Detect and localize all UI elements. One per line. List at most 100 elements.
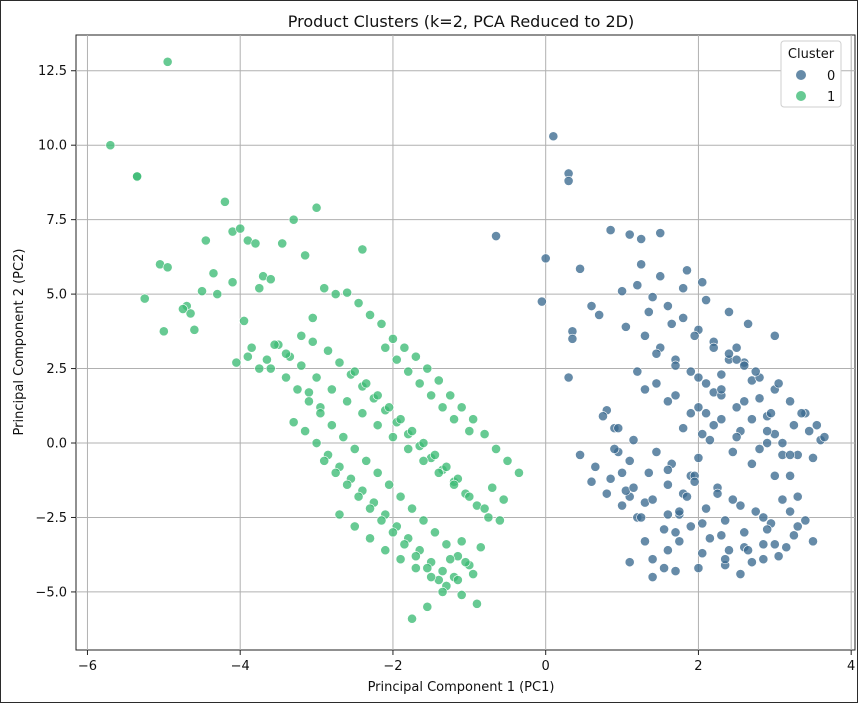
point-cluster-0 [594, 310, 605, 320]
point-cluster-0 [704, 533, 715, 544]
y-tick-label: 12.5 [38, 64, 67, 79]
legend-label-1: 1 [827, 90, 835, 105]
point-cluster-1 [430, 450, 440, 460]
y-tick-label: 0.0 [46, 437, 67, 452]
point-cluster-1 [441, 539, 452, 550]
point-cluster-0 [575, 263, 585, 274]
point-cluster-1 [437, 587, 448, 597]
point-cluster-1 [403, 366, 414, 377]
point-cluster-1 [441, 461, 452, 472]
point-cluster-1 [323, 345, 333, 356]
point-cluster-0 [724, 307, 734, 317]
point-cluster-0 [682, 491, 692, 502]
point-cluster-0 [670, 390, 681, 401]
point-cluster-1 [399, 342, 410, 353]
point-cluster-0 [701, 295, 711, 305]
point-cluster-0 [632, 280, 643, 291]
legend-marker-0 [796, 70, 806, 80]
point-cluster-1 [307, 336, 318, 347]
point-cluster-1 [349, 521, 360, 532]
point-cluster-1 [162, 56, 173, 67]
point-cluster-0 [628, 435, 639, 445]
point-cluster-1 [483, 512, 494, 523]
point-cluster-0 [540, 253, 551, 264]
point-cluster-0 [636, 234, 647, 244]
point-cluster-0 [678, 283, 689, 294]
point-cluster-0 [731, 354, 742, 365]
point-cluster-0 [651, 378, 662, 389]
point-cluster-1 [380, 545, 391, 556]
point-cluster-1 [330, 467, 341, 478]
point-cluster-1 [437, 402, 448, 413]
point-cluster-0 [800, 515, 811, 526]
point-cluster-0 [601, 488, 612, 499]
point-cluster-1 [296, 330, 307, 341]
point-cluster-0 [613, 423, 624, 434]
point-cluster-1 [365, 503, 375, 514]
point-cluster-0 [620, 321, 631, 332]
point-cluster-1 [391, 354, 402, 365]
chart-title: Product Clusters (k=2, PCA Reduced to 2D… [288, 12, 634, 31]
point-cluster-0 [693, 563, 704, 573]
point-cluster-0 [693, 453, 704, 463]
point-cluster-1 [338, 432, 349, 442]
point-cluster-0 [662, 301, 673, 311]
point-cluster-0 [708, 420, 719, 431]
legend-marker-1 [796, 91, 806, 101]
point-cluster-0 [746, 557, 757, 568]
point-cluster-0 [750, 366, 761, 377]
point-cluster-0 [617, 500, 627, 511]
point-cluster-0 [693, 372, 704, 383]
point-cluster-0 [647, 292, 658, 302]
point-cluster-0 [792, 491, 803, 502]
x-tick-label: −4 [231, 659, 250, 674]
point-cluster-0 [666, 318, 677, 329]
point-cluster-1 [292, 384, 303, 395]
y-tick-label: 10.0 [38, 139, 67, 154]
point-cluster-1 [372, 420, 383, 431]
point-cluster-0 [643, 467, 654, 478]
legend-box [780, 40, 842, 108]
y-tick-label: 5.0 [46, 288, 67, 303]
point-cluster-0 [662, 464, 673, 475]
point-cluster-1 [456, 402, 467, 413]
point-cluster-1 [300, 250, 311, 261]
point-cluster-1 [212, 289, 223, 300]
point-cluster-1 [254, 363, 265, 374]
point-cluster-1 [349, 366, 360, 377]
point-cluster-0 [766, 408, 776, 419]
point-cluster-0 [781, 542, 792, 553]
x-axis-label: Principal Component 1 (PC1) [368, 680, 555, 695]
point-cluster-0 [624, 229, 635, 240]
point-cluster-0 [746, 458, 757, 469]
y-tick-label: −5.0 [35, 585, 67, 600]
point-cluster-1 [460, 557, 471, 568]
point-cluster-1 [464, 491, 475, 502]
point-cluster-0 [819, 432, 830, 442]
point-cluster-1 [311, 438, 322, 448]
point-cluster-0 [670, 527, 681, 538]
point-cluster-1 [494, 515, 505, 526]
point-cluster-1 [231, 357, 242, 368]
point-cluster-0 [636, 512, 647, 523]
point-cluster-0 [655, 271, 666, 282]
point-cluster-0 [674, 536, 685, 547]
legend-title: Cluster [788, 47, 835, 62]
point-cluster-0 [731, 342, 742, 353]
point-cluster-0 [662, 509, 673, 520]
point-cluster-0 [773, 551, 784, 562]
point-cluster-1 [357, 408, 368, 419]
point-cluster-0 [670, 566, 681, 576]
point-cluster-0 [743, 545, 753, 556]
point-cluster-0 [804, 426, 815, 437]
point-cluster-1 [449, 479, 459, 490]
point-cluster-0 [674, 506, 685, 517]
point-cluster-0 [701, 378, 711, 389]
point-cluster-0 [647, 494, 658, 505]
point-cluster-0 [697, 277, 708, 288]
point-cluster-1 [410, 351, 421, 362]
point-cluster-0 [678, 313, 689, 323]
point-cluster-0 [785, 450, 795, 460]
point-cluster-1 [376, 318, 387, 329]
